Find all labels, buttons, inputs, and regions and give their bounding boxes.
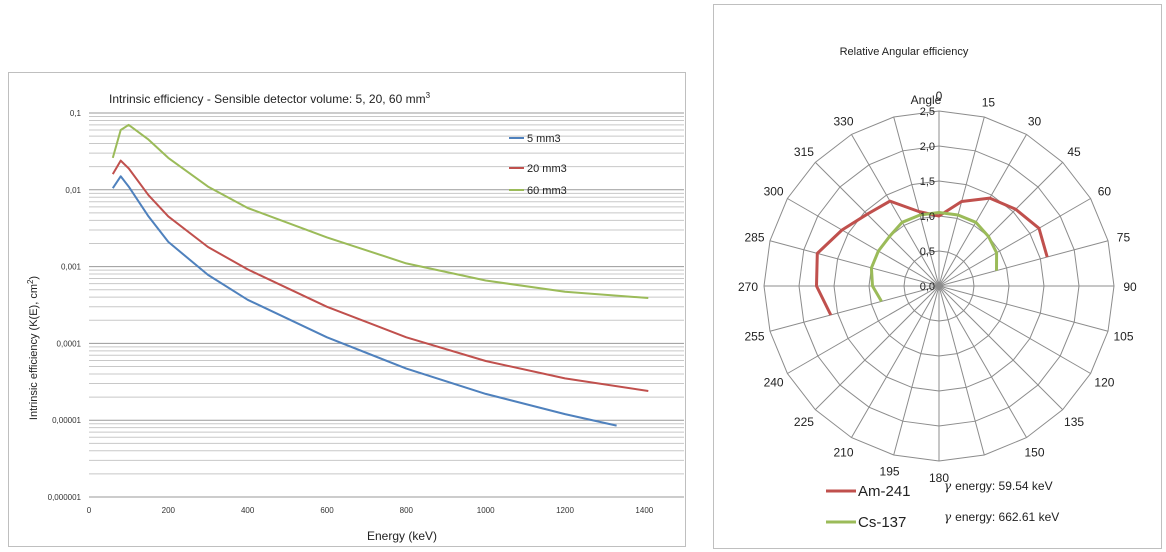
angular-efficiency-chart: Relative Angular efficiency Angle 0,0 0,5… — [738, 46, 1137, 531]
spoke — [938, 285, 1027, 438]
polar-grid — [763, 110, 1115, 462]
radial-tick-label: 0,0 — [920, 281, 935, 293]
polar-title: Relative Angular efficiency — [840, 46, 969, 58]
angle-tick-label: 330 — [833, 115, 853, 129]
angle-tick-label: 270 — [738, 280, 758, 294]
spoke — [938, 285, 1091, 374]
y-tick-label: 0,1 — [70, 109, 82, 118]
angle-tick-label: 255 — [744, 329, 764, 343]
spoke — [938, 285, 1109, 332]
spoke — [938, 198, 1091, 287]
gamma-energy-cs137: γ energy: 662.61 keV — [944, 510, 1059, 524]
y-tick-label: 0,0001 — [57, 339, 82, 348]
x-tick-label: 600 — [320, 506, 334, 515]
spoke — [938, 285, 985, 456]
spoke — [851, 285, 940, 438]
spoke — [938, 134, 1027, 287]
polar-legend: Am-241 γ energy: 59.54 keV Cs-137 γ energy… — [826, 479, 1059, 531]
x-tick-label: 400 — [241, 506, 255, 515]
gamma-energy-am241: γ energy: 59.54 keV — [944, 479, 1053, 493]
spoke — [769, 240, 940, 287]
angle-tick-label: 150 — [1024, 445, 1044, 459]
angle-tick-label: 60 — [1098, 185, 1112, 199]
radial-tick-label: 1,5 — [920, 176, 935, 188]
series-line-2 — [111, 123, 649, 299]
x-tick-label: 1400 — [635, 506, 653, 515]
spoke — [938, 161, 1064, 287]
y-tick-label: 0,00001 — [52, 416, 81, 425]
y-tick-label: 0,000001 — [48, 493, 82, 502]
angle-tick-label: 225 — [794, 415, 814, 429]
angle-tick-label: 195 — [880, 464, 900, 478]
angle-tick-label: 45 — [1067, 145, 1081, 159]
angle-tick-label: 180 — [929, 471, 949, 485]
spoke — [893, 116, 940, 287]
x-tick-label: 800 — [400, 506, 414, 515]
legend-label-5mm3: 5 mm3 — [527, 133, 561, 145]
spoke — [938, 240, 1109, 287]
grid-lines — [89, 112, 684, 498]
radial-tick-label: 2,0 — [920, 141, 935, 153]
spoke — [787, 198, 940, 287]
angle-tick-label: 240 — [764, 376, 784, 390]
intrinsic-efficiency-chart-panel: 0 200 400 600 800 1000 1200 1400 0,000001 0,0000… — [8, 72, 686, 547]
spoke — [851, 134, 940, 287]
x-tick-label: 0 — [87, 506, 92, 515]
radial-tick-label: 2,5 — [920, 106, 935, 118]
angle-tick-label: 30 — [1028, 115, 1042, 129]
angle-tick-label: 105 — [1113, 329, 1133, 343]
x-tick-label: 1200 — [556, 506, 574, 515]
x-tick-labels: 0 200 400 600 800 1000 1200 1400 — [87, 506, 654, 515]
angle-tick-label: 90 — [1123, 280, 1137, 294]
y-tick-label: 0,001 — [61, 263, 82, 272]
series-line-0 — [111, 175, 617, 427]
series-lines — [111, 123, 649, 427]
x-axis-label: Energy (keV) — [367, 529, 437, 543]
polar-series-line-0 — [815, 196, 1049, 316]
angle-tick-label: 75 — [1117, 231, 1131, 245]
x-tick-label: 200 — [162, 506, 176, 515]
legend-label-cs137: Cs-137 — [858, 514, 906, 531]
angle-tick-label: 15 — [982, 96, 996, 110]
angle-tick-labels: 0 15 30 45 60 75 90 105 120 135 150 180 195 210 225 240… — [738, 89, 1137, 485]
chart-title: Intrinsic efficiency - Sensible detector… — [109, 91, 431, 106]
radial-tick-labels: 0,0 0,5 1,0 1,5 2,0 2,5 — [920, 106, 935, 293]
legend-label-20mm3: 20 mm3 — [527, 163, 567, 175]
legend-label-60mm3: 60 mm3 — [527, 185, 567, 197]
intrinsic-efficiency-chart: 0 200 400 600 800 1000 1200 1400 0,0000010,0000… — [26, 91, 684, 543]
angle-tick-label: 285 — [744, 231, 764, 245]
spoke — [769, 285, 940, 332]
spoke — [938, 285, 1064, 411]
angle-tick-label: 135 — [1064, 415, 1084, 429]
angle-tick-label: 0 — [936, 89, 943, 103]
legend: 5 mm3 20 mm3 60 mm3 — [509, 133, 567, 197]
radial-tick-label: 0,5 — [920, 246, 935, 258]
y-axis-label: Intrinsic efficiency (K(E), cm2) — [26, 276, 40, 420]
angle-tick-label: 120 — [1094, 376, 1114, 390]
spoke — [814, 285, 940, 411]
polar-series-line-1 — [869, 211, 999, 303]
spoke — [893, 285, 940, 456]
spoke — [814, 161, 940, 287]
angle-tick-label: 300 — [764, 185, 784, 199]
angle-tick-label: 315 — [794, 145, 814, 159]
polar-axis-label: Angle — [911, 93, 942, 107]
angular-efficiency-chart-panel: Relative Angular efficiency Angle 0,0 0,5… — [713, 4, 1162, 549]
spoke — [787, 285, 940, 374]
angle-tick-label: 210 — [833, 445, 853, 459]
legend-label-am241: Am-241 — [858, 483, 911, 500]
x-tick-label: 1000 — [477, 506, 495, 515]
polar-series — [815, 196, 1049, 316]
y-tick-label: 0,01 — [65, 186, 81, 195]
series-line-1 — [111, 159, 649, 392]
y-tick-labels: 0,000001 0,00001 0,0001 0,001 0,01 0,1 — [48, 109, 82, 502]
radial-tick-label: 1,0 — [920, 211, 935, 223]
